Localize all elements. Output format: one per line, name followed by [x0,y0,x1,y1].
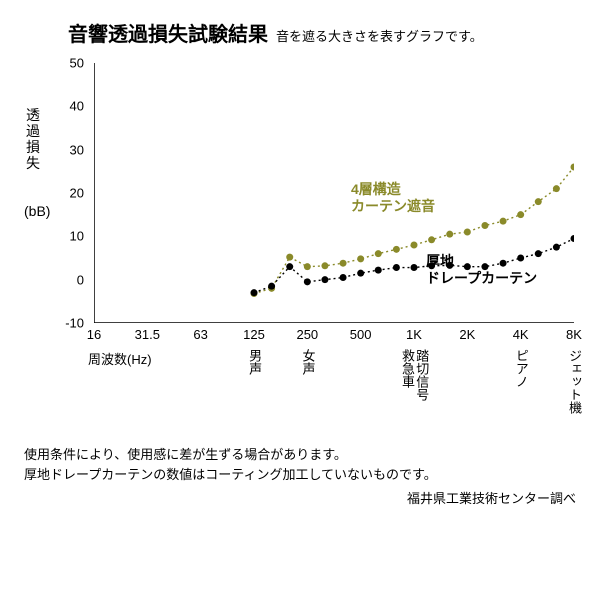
y-tick-label: 30 [70,142,84,157]
x-tick-sublabel: 男声 [247,349,261,375]
footnote-line: 使用条件により、使用感に差が生ずる場合があります。 [24,445,576,465]
x-tick-label: 500 [350,327,372,342]
chart-title: 音響透過損失試験結果 [68,18,268,47]
x-tick-sublabel: 女声 [300,349,314,375]
y-axis-label: 透過損失 [24,107,42,171]
chart-subtitle: 音を遮る大きさを表すグラフです。 [276,26,483,45]
x-tick-sublabel: ジェット機 [567,349,581,414]
series-label: 4層構造カーテン遮音 [351,181,435,215]
x-tick-sublabel: 踏切信号 救急車 [400,349,429,423]
y-tick-label: -10 [65,316,84,331]
chart-container: 音響透過損失試験結果 音を遮る大きさを表すグラフです。 透過損失 (bB) -1… [0,0,600,600]
x-tick-sublabel: ピアノ [514,349,528,388]
x-tick-label: 63 [193,327,207,342]
title-line: 音響透過損失試験結果 音を遮る大きさを表すグラフです。 [68,18,576,47]
x-tick-label: 31.5 [135,327,160,342]
x-tick-label: 4K [513,327,529,342]
y-tick-label: 0 [77,272,84,287]
x-tick-label: 1K [406,327,422,342]
y-tick-label: 20 [70,186,84,201]
chart-zone: 透過損失 (bB) -10 0 10 20 30 40 50 16 31.5 63 125 男声 25… [24,53,576,423]
source-credit: 福井県工業技術センター調べ [24,488,576,507]
x-axis-unit: 周波数(Hz) [88,349,152,368]
footnote-line: 厚地ドレープカーテンの数値はコーティング加工していないものです。 [24,465,576,485]
y-axis-unit: (bB) [24,203,50,219]
y-tick-label: 40 [70,99,84,114]
x-tick-label: 8K [566,327,582,342]
y-tick-label: 50 [70,56,84,71]
x-tick-label: 16 [87,327,101,342]
x-tick-label: 125 [243,327,265,342]
x-tick-label: 250 [296,327,318,342]
series-label: 厚地ドレープカーテン [426,253,537,287]
footnotes: 使用条件により、使用感に差が生ずる場合があります。厚地ドレープカーテンの数値はコ… [24,445,576,484]
x-tick-label: 2K [459,327,475,342]
y-tick-label: 10 [70,229,84,244]
